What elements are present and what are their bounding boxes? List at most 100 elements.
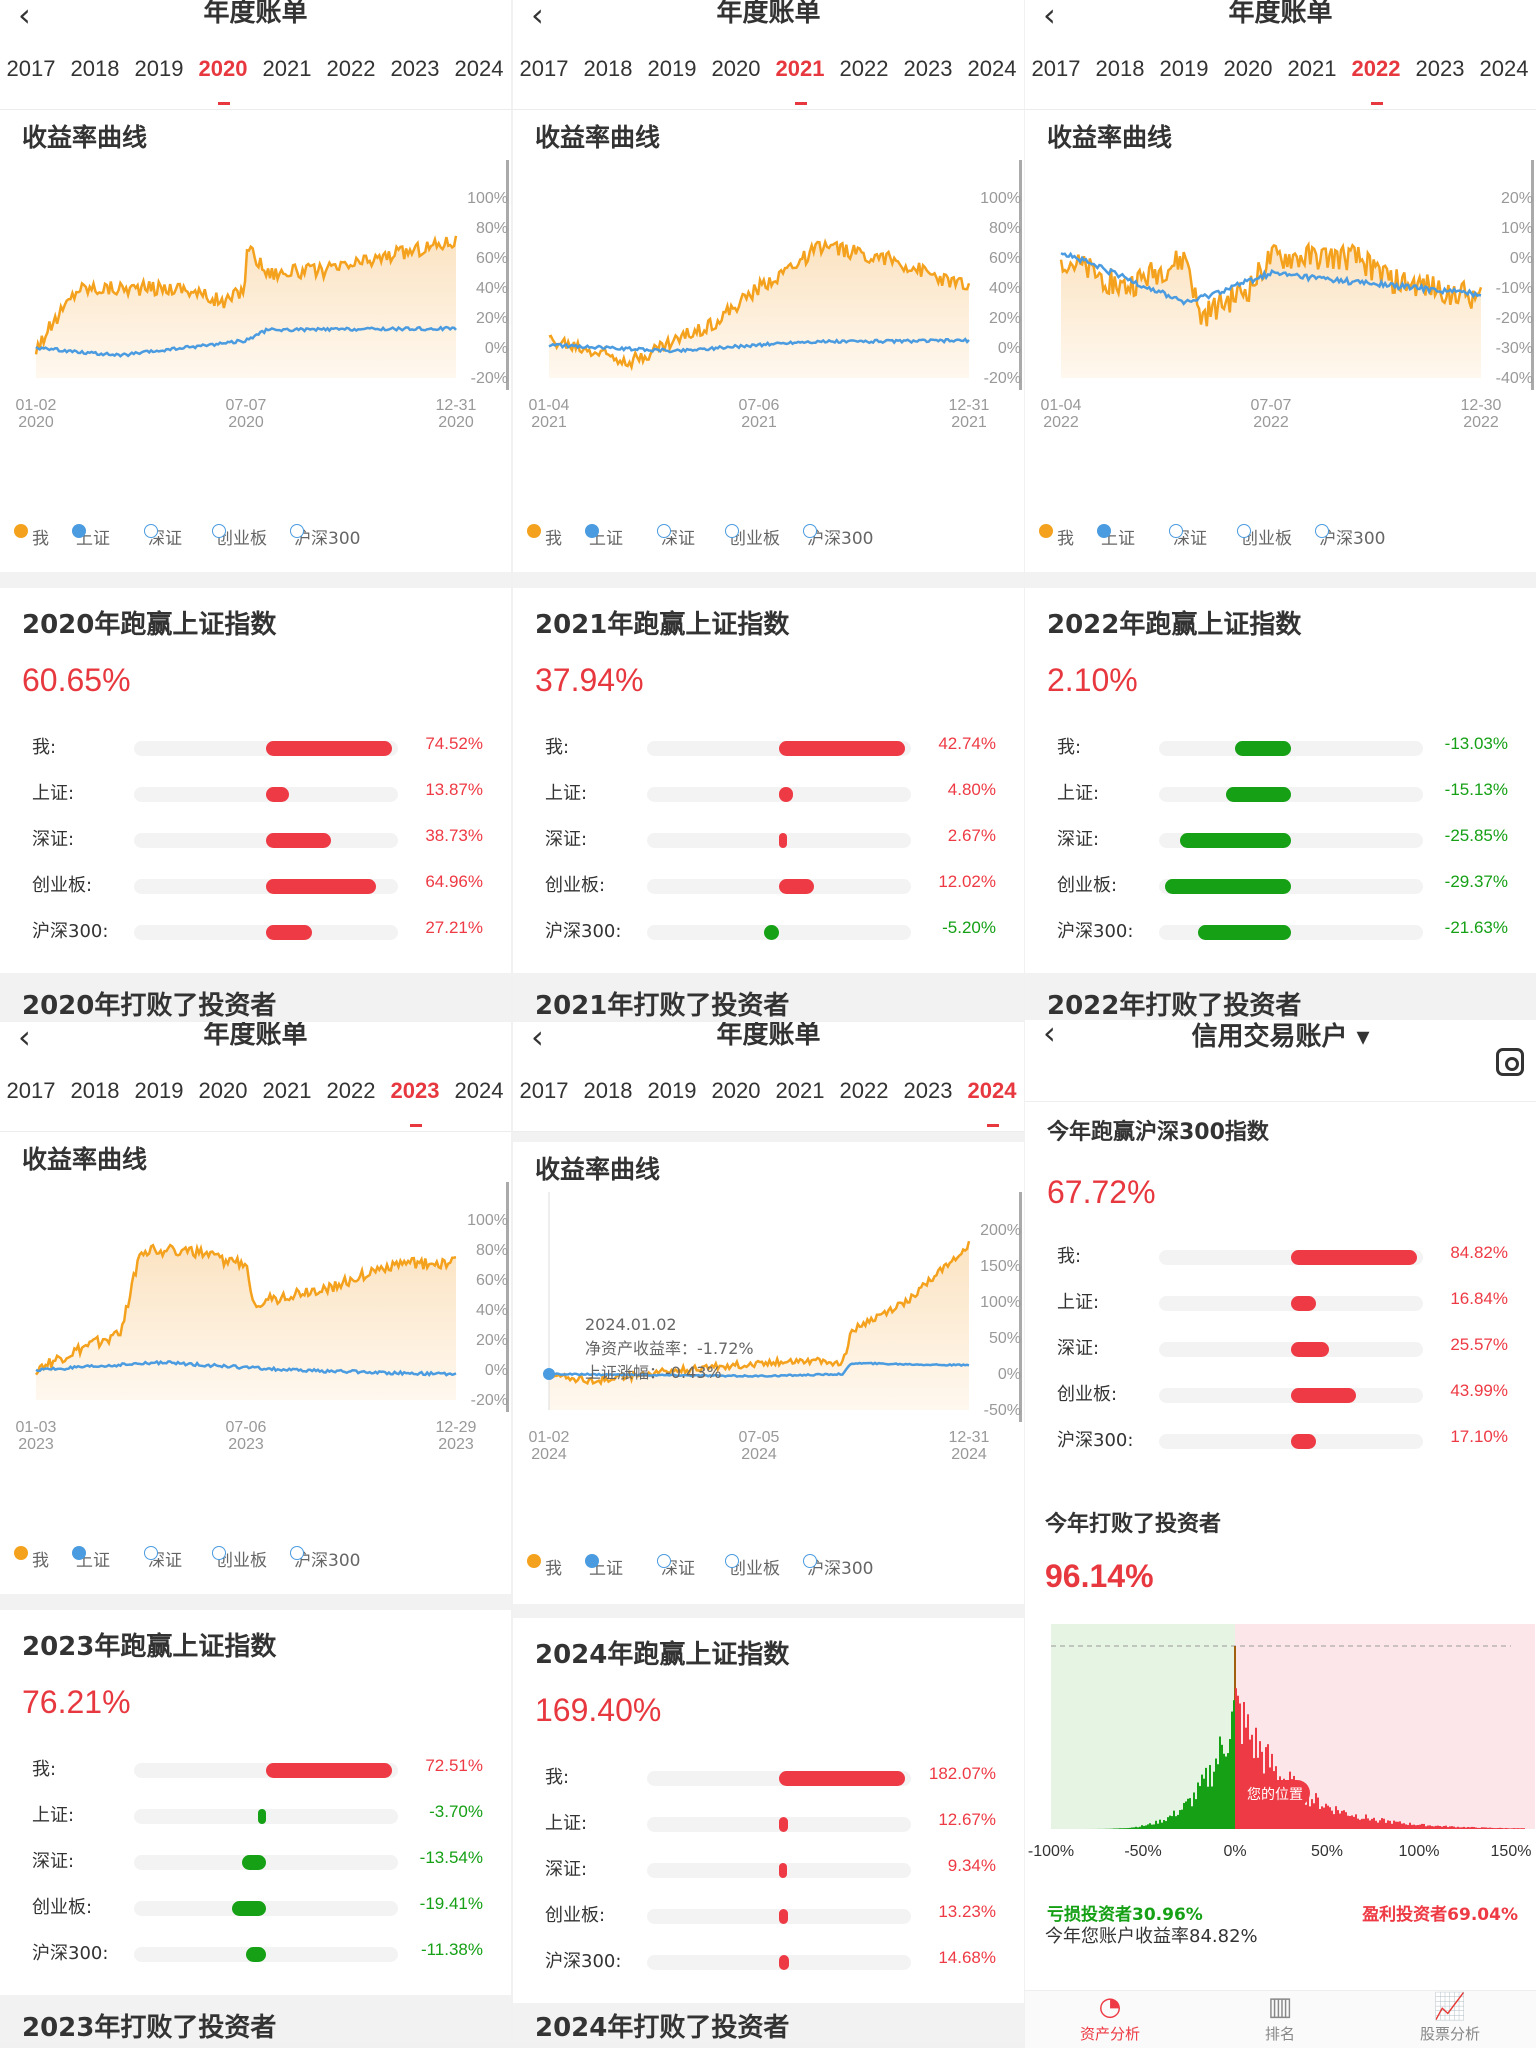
legend-item-me[interactable]: 我 [527,1554,562,1579]
year-tab-2024[interactable]: 2024 [454,1078,504,1103]
top-nav: ‹ 年度账单 2017 2018 2019 2020 2021 2022 2023 2024 [513,1022,1024,1132]
tab-pie-chart[interactable]: ◔ 资产分析 [1025,1991,1195,2048]
legend-item-sz[interactable]: 深证 [1169,524,1207,549]
legend-item-cyb[interactable]: 创业板 [725,524,780,549]
legend-item-sz[interactable]: 深证 [657,524,695,549]
legend-item-sh[interactable]: 上证 [1097,524,1135,549]
account-selector[interactable]: 信用交易账户 ▾ [1025,1020,1536,1053]
back-arrow-icon[interactable]: ‹ [1043,0,1056,34]
year-tab-2022[interactable]: 2022 [839,56,889,81]
year-tab-2023[interactable]: 2023 [1415,56,1465,81]
legend-item-hs300[interactable]: 沪深300 [290,524,360,549]
legend-item-me[interactable]: 我 [527,524,562,549]
legend-item-me[interactable]: 我 [14,1546,49,1571]
legend-item-hs300[interactable]: 沪深300 [803,1554,873,1579]
tab-stock-chart[interactable]: 📈 股票分析 [1365,1991,1535,2048]
legend-item-sz[interactable]: 深证 [657,1554,695,1579]
year-tab-2018[interactable]: 2018 [1095,56,1145,81]
credit-nav: ‹ 信用交易账户 ▾ [1025,1020,1536,1102]
return-curve-chart[interactable]: 100%80%60%40%20%0%-20%01-02202007-072020… [0,160,511,460]
legend-item-cyb[interactable]: 创业板 [212,1546,267,1571]
y-tick-label: -50% [984,1402,1021,1419]
year-tab-2020[interactable]: 2020 [198,56,248,81]
year-tab-2023[interactable]: 2023 [390,1078,440,1103]
year-tab-2024[interactable]: 2024 [967,1078,1017,1103]
legend-item-sh[interactable]: 上证 [585,524,623,549]
legend-marker [290,524,304,538]
year-tab-2022[interactable]: 2022 [1351,56,1401,81]
legend-item-hs300[interactable]: 沪深300 [290,1546,360,1571]
year-tab-2019[interactable]: 2019 [134,1078,184,1103]
legend-item-sh[interactable]: 上证 [72,1546,110,1571]
legend-item-me[interactable]: 我 [14,524,49,549]
x-tick-label: 2020 [18,414,54,431]
year-tab-2020[interactable]: 2020 [711,56,761,81]
distribution-bar [1421,1823,1423,1829]
year-tab-2021[interactable]: 2021 [775,56,825,81]
year-tab-2019[interactable]: 2019 [647,56,697,81]
return-curve-chart[interactable]: 20%10%0%-10%-20%-30%-40%01-04202207-0720… [1025,160,1536,460]
legend-item-sz[interactable]: 深证 [144,524,182,549]
your-position-label: 您的位置 [1247,1786,1303,1803]
beat-hs300-title: 今年跑赢沪深300指数 [1047,1120,1269,1145]
year-tab-2018[interactable]: 2018 [70,1078,120,1103]
back-arrow-icon[interactable]: ‹ [18,0,31,34]
year-tab-2022[interactable]: 2022 [326,56,376,81]
back-arrow-icon[interactable]: ‹ [531,1022,544,1056]
year-tab-2023[interactable]: 2023 [390,56,440,81]
year-tab-2017[interactable]: 2017 [6,1078,56,1103]
legend-item-cyb[interactable]: 创业板 [725,1554,780,1579]
year-tab-2021[interactable]: 2021 [775,1078,825,1103]
year-tab-2017[interactable]: 2017 [519,56,569,81]
year-tab-2024[interactable]: 2024 [967,56,1017,81]
year-tab-2022[interactable]: 2022 [839,1078,889,1103]
year-tab-2018[interactable]: 2018 [583,56,633,81]
distribution-bar [1179,1810,1181,1829]
year-tab-2020[interactable]: 2020 [1223,56,1273,81]
year-tab-2018[interactable]: 2018 [70,56,120,81]
year-tab-2019[interactable]: 2019 [1159,56,1209,81]
year-tab-2018[interactable]: 2018 [583,1078,633,1103]
legend-item-hs300[interactable]: 沪深300 [803,524,873,549]
year-tab-2017[interactable]: 2017 [1031,56,1081,81]
year-tab-2023[interactable]: 2023 [903,56,953,81]
year-tab-2021[interactable]: 2021 [1287,56,1337,81]
year-tab-2019[interactable]: 2019 [134,56,184,81]
distribution-bar [1503,1828,1505,1829]
distribution-bar [1331,1810,1333,1829]
year-tab-2020[interactable]: 2020 [198,1078,248,1103]
year-tab-2017[interactable]: 2017 [519,1078,569,1103]
legend-item-cyb[interactable]: 创业板 [212,524,267,549]
compare-bar [1291,1342,1329,1357]
return-curve-chart[interactable]: 200%150%100%50%0%-50%01-02202407-0520241… [513,1192,1024,1492]
return-curve-chart[interactable]: 100%80%60%40%20%0%-20%01-04202107-062021… [513,160,1024,460]
compare-value: -29.37% [1444,872,1508,891]
year-tab-2017[interactable]: 2017 [6,56,56,81]
year-tab-2022[interactable]: 2022 [326,1078,376,1103]
legend-item-sh[interactable]: 上证 [585,1554,623,1579]
back-arrow-icon[interactable]: ‹ [1043,1020,1056,1052]
year-tab-2020[interactable]: 2020 [711,1078,761,1103]
year-tab-2024[interactable]: 2024 [1479,56,1529,81]
year-tab-2021[interactable]: 2021 [262,1078,312,1103]
distribution-bar [1431,1826,1433,1829]
distribution-bar [1181,1809,1183,1829]
legend-item-me[interactable]: 我 [1039,524,1074,549]
back-arrow-icon[interactable]: ‹ [18,1022,31,1056]
legend-label: 沪深300 [807,1559,874,1579]
legend-item-sz[interactable]: 深证 [144,1546,182,1571]
tab-ranking[interactable]: ▥ 排名 [1195,1991,1365,2048]
year-tab-2019[interactable]: 2019 [647,1078,697,1103]
settings-icon[interactable] [1496,1048,1524,1076]
year-tab-2023[interactable]: 2023 [903,1078,953,1103]
selected-year-indicator [795,102,807,105]
legend-item-sh[interactable]: 上证 [72,524,110,549]
year-tab-2021[interactable]: 2021 [262,56,312,81]
legend-item-hs300[interactable]: 沪深300 [1315,524,1385,549]
legend-marker [1097,524,1111,538]
distribution-bar [1513,1828,1515,1829]
legend-item-cyb[interactable]: 创业板 [1237,524,1292,549]
year-tab-2024[interactable]: 2024 [454,56,504,81]
back-arrow-icon[interactable]: ‹ [531,0,544,34]
return-curve-chart[interactable]: 100%80%60%40%20%0%-20%01-03202307-062023… [0,1182,511,1482]
